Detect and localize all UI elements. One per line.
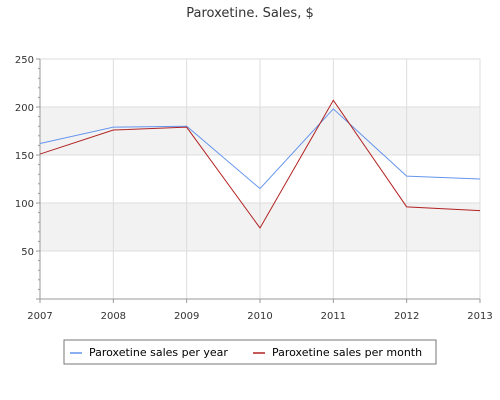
series-line-2 bbox=[39, 99, 481, 229]
legend: Paroxetine sales per year Paroxetine sal… bbox=[63, 339, 437, 365]
y-tick-label: 100 bbox=[15, 199, 34, 210]
y-tick-label: 150 bbox=[15, 151, 34, 162]
x-tick-label: 2012 bbox=[394, 311, 419, 322]
series-group bbox=[39, 99, 481, 229]
x-tick-label: 2013 bbox=[467, 311, 492, 322]
y-tick-label: 200 bbox=[15, 103, 34, 114]
x-tick-label: 2011 bbox=[321, 311, 346, 322]
x-tick-label: 2007 bbox=[27, 311, 52, 322]
x-tick-label: 2008 bbox=[101, 311, 126, 322]
series-line-1 bbox=[39, 108, 481, 190]
x-tick-label: 2010 bbox=[247, 311, 272, 322]
x-tick-label: 2009 bbox=[174, 311, 199, 322]
gridlines bbox=[40, 58, 481, 299]
chart-title: Paroxetine. Sales, $ bbox=[186, 6, 313, 21]
y-tick-label: 250 bbox=[15, 55, 34, 66]
y-tick-label: 50 bbox=[21, 247, 34, 258]
axes bbox=[36, 58, 481, 303]
legend-label-series-1: Paroxetine sales per year bbox=[89, 346, 228, 359]
legend-label-series-2: Paroxetine sales per month bbox=[272, 346, 422, 359]
legend-box bbox=[63, 339, 437, 365]
tick-labels: 50 100 150 200 250 2007 2008 2009 2010 2011 2012 20… bbox=[15, 55, 493, 322]
